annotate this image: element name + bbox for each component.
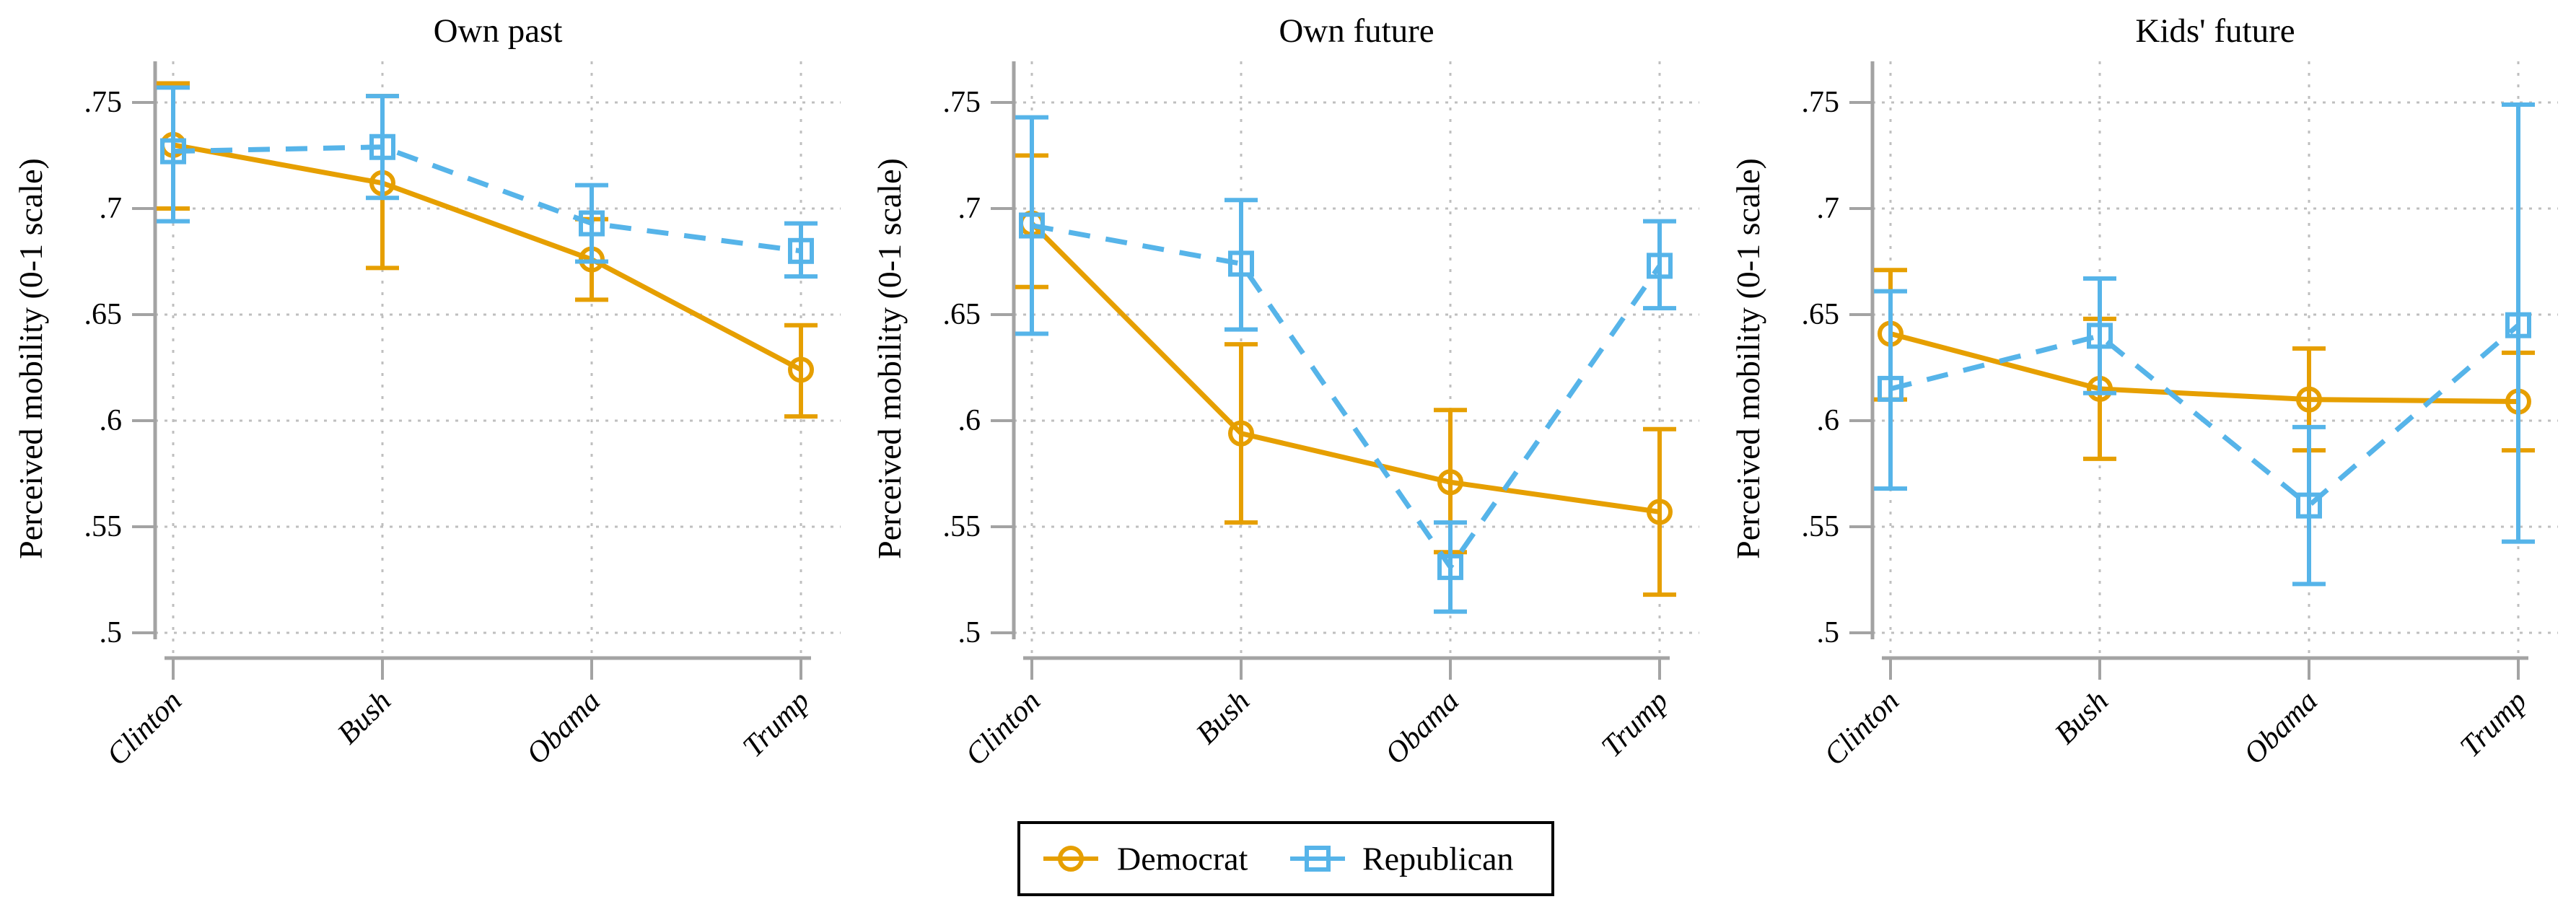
y-tick-label: .7 <box>100 192 123 225</box>
republican-square-marker-icon <box>1305 846 1331 872</box>
panel-title-own-past: Own past <box>434 12 563 50</box>
y-tick-label: .7 <box>1817 192 1840 225</box>
republican-error-bar <box>2292 424 2326 587</box>
republican-marker <box>1437 553 1463 580</box>
x-tick-label-bush: Bush <box>1190 685 1256 751</box>
y-tick-label: .5 <box>1817 616 1840 649</box>
y-tick-label: .75 <box>1802 86 1840 119</box>
democrat-error-bar <box>1643 426 1676 597</box>
y-tick-label: .65 <box>84 298 123 331</box>
republican-marker <box>160 138 186 165</box>
republican-error-bar <box>157 85 190 224</box>
y-axis-label-panel-1: Perceived mobility (0-1 scale) <box>12 158 49 559</box>
democrat-series <box>157 81 818 419</box>
y-tick-label: .55 <box>943 510 981 543</box>
y-tick-label: .75 <box>943 86 981 119</box>
x-axis: Clinton Bush Obama Trump <box>1818 656 2533 773</box>
republican-trend-line <box>172 144 802 254</box>
republican-marker <box>1228 250 1254 277</box>
x-tick-label-obama: Obama <box>520 685 607 771</box>
panel-own-future: .5 .55 .6 .65 .7 .75 Clinton Bush Obama Trump <box>943 61 1699 773</box>
republican-marker <box>1647 253 1673 279</box>
legend-label-democrat: Democrat <box>1117 841 1248 877</box>
y-tick-label: .55 <box>84 510 123 543</box>
horizontal-gridlines <box>155 101 841 634</box>
democrat-marker <box>788 356 814 383</box>
republican-series <box>1015 115 1676 614</box>
democrat-marker <box>2296 386 2322 413</box>
republican-error-bar <box>1643 219 1676 311</box>
x-tick-label-trump: Trump <box>1595 685 1675 764</box>
x-axis: Clinton Bush Obama Trump <box>100 656 816 773</box>
democrat-trend-line <box>172 142 802 372</box>
vertical-gridlines <box>1030 61 1661 653</box>
legend: Democrat Republican <box>1017 821 1554 896</box>
republican-marker <box>1019 212 1045 239</box>
democrat-marker <box>1647 499 1673 525</box>
republican-marker <box>369 133 395 160</box>
y-axis-label-panel-3: Perceived mobility (0-1 scale) <box>1730 158 1766 559</box>
republican-error-bar <box>366 94 399 201</box>
x-tick-label-clinton: Clinton <box>100 685 188 773</box>
y-tick-label: .5 <box>958 616 981 649</box>
republican-marker <box>2296 492 2322 519</box>
y-axis-label-panel-2: Perceived mobility (0-1 scale) <box>871 158 908 559</box>
x-tick-label-obama: Obama <box>1379 685 1466 771</box>
y-tick-label: .6 <box>958 404 981 437</box>
legend-item-democrat: Democrat <box>1043 841 1248 877</box>
x-tick-label-trump: Trump <box>737 685 816 764</box>
republican-trend-line <box>1031 223 1662 572</box>
panel-kids-future: .5 .55 .6 .65 .7 .75 Clinton Bush Obama Trump <box>1802 61 2558 773</box>
x-tick-label-obama: Obama <box>2238 685 2324 771</box>
panel-title-kids-future: Kids' future <box>2135 12 2295 50</box>
horizontal-gridlines <box>1872 101 2558 634</box>
x-tick-label-clinton: Clinton <box>1818 685 1906 773</box>
democrat-error-bar <box>784 323 818 419</box>
panel-own-past: .5 .55 .6 .65 .7 .75 Clinton Bush Obama Trump <box>84 61 841 772</box>
republican-marker <box>2087 323 2113 349</box>
democrat-series <box>1015 153 1676 597</box>
y-tick-label: .5 <box>100 616 123 649</box>
republican-series <box>157 85 818 279</box>
x-tick-label-clinton: Clinton <box>959 685 1047 773</box>
y-axis: .5 .55 .6 .65 .7 .75 <box>1802 61 1875 649</box>
democrat-trend-line <box>1890 331 2519 405</box>
republican-marker <box>2505 312 2531 338</box>
republican-trend-line <box>1890 323 2520 509</box>
x-axis: Clinton Bush Obama Trump <box>959 656 1675 773</box>
x-tick-label-bush: Bush <box>331 685 398 751</box>
democrat-marker <box>1437 469 1463 496</box>
y-tick-label: .55 <box>1802 510 1840 543</box>
democrat-circle-marker-icon <box>1058 846 1084 872</box>
panel-title-own-future: Own future <box>1279 12 1434 50</box>
legend-box <box>1017 821 1554 896</box>
republican-error-bar <box>1874 289 1907 491</box>
y-tick-label: .6 <box>100 404 123 437</box>
democrat-trend-line <box>1030 222 1660 514</box>
y-tick-label: .6 <box>1817 404 1840 437</box>
republican-marker <box>788 237 814 264</box>
y-axis: .5 .55 .6 .65 .7 .75 <box>84 61 157 649</box>
republican-error-bar <box>2502 102 2535 544</box>
democrat-series <box>1874 268 2535 461</box>
republican-error-bar <box>1225 198 1258 332</box>
republican-marker <box>579 210 605 237</box>
y-tick-label: .75 <box>84 86 123 119</box>
legend-label-republican: Republican <box>1362 841 1514 877</box>
x-tick-label-bush: Bush <box>2049 685 2115 751</box>
y-tick-label: .7 <box>958 192 981 225</box>
democrat-marker <box>1228 420 1254 447</box>
legend-item-republican: Republican <box>1290 841 1514 877</box>
y-axis: .5 .55 .6 .65 .7 .75 <box>943 61 1016 649</box>
y-tick-label: .65 <box>943 298 981 331</box>
horizontal-gridlines <box>1014 101 1699 634</box>
republican-series <box>1874 102 2535 587</box>
x-tick-label-trump: Trump <box>2454 685 2533 764</box>
republican-error-bar <box>2083 276 2116 395</box>
y-tick-label: .65 <box>1802 298 1840 331</box>
republican-marker <box>1878 375 1903 402</box>
